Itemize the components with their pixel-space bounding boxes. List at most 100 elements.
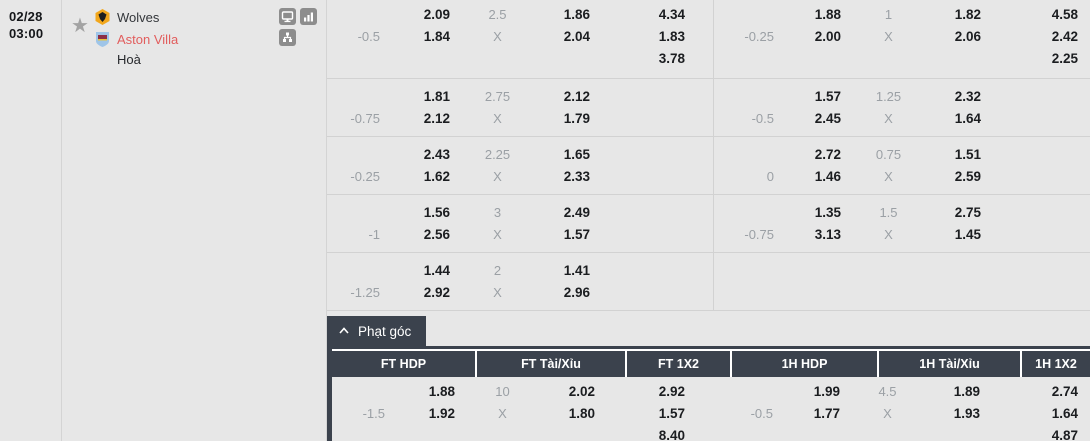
handicap-odds-value[interactable]: 1.44 [423,263,450,278]
handicap-odds: 1.57 2.45 [774,79,841,136]
over-under-odds-value[interactable]: 1.80 [568,406,595,421]
corners-section-tab[interactable]: Phạt góc [327,316,427,346]
handicap-odds-value[interactable]: 1.46 [814,169,841,184]
handicap-odds-value[interactable]: 1.88 [428,384,455,399]
handicap-odds-value[interactable]: 2.92 [423,285,450,300]
handicap-label-value: -1 [368,227,380,242]
over-under-odds-value[interactable]: 2.02 [568,384,595,399]
over-under-odds-value[interactable]: 2.49 [563,205,590,220]
x12-odds-value[interactable]: 2.42 [1051,29,1078,44]
handicap-label: 0 [714,137,774,194]
x12-odds: 2.92 1.57 8.40 [595,377,713,441]
x12-odds-value[interactable]: 1.83 [658,29,685,44]
handicap-odds-value[interactable]: 2.43 [423,147,450,162]
handicap-odds-value[interactable]: 1.81 [423,89,450,104]
handicap-odds-value[interactable]: 1.57 [814,89,841,104]
over-under-odds-value[interactable]: 2.06 [954,29,981,44]
handicap-label-value: -1.5 [362,406,385,421]
x12-odds-value[interactable]: 4.58 [1051,7,1078,22]
handicap-label: -0.5 [713,377,773,441]
over-under-line-value: 1.25 [875,89,902,104]
handicap-odds-value[interactable]: 2.56 [423,227,450,242]
handicap-label-value: -0.25 [744,29,774,44]
over-under-line-value: X [884,227,893,242]
handicap-label-value: -0.5 [751,111,774,126]
x12-odds-value[interactable]: 3.78 [658,51,685,66]
corners-column-header[interactable]: 1H Tài/Xỉu [879,351,1020,377]
handicap-odds: 2.43 1.62 [380,137,450,194]
x12-odds-value[interactable]: 8.40 [658,428,685,441]
corners-column-header[interactable]: 1H HDP [732,351,877,377]
over-under-line-value: 2.5 [488,7,507,22]
live-stream-button[interactable] [279,8,296,25]
over-under-odds-value[interactable]: 1.89 [953,384,980,399]
away-team-row[interactable]: Aston Villa [95,28,178,50]
chevron-up-icon [339,327,349,334]
handicap-odds-value[interactable]: 2.12 [423,111,450,126]
corners-column-header[interactable]: FT 1X2 [627,351,730,377]
x12-odds-value[interactable]: 4.87 [1051,428,1078,441]
corners-section-title: Phạt góc [358,323,412,339]
over-under-line: 10 X [455,377,550,441]
over-under-odds-value[interactable]: 2.75 [954,205,981,220]
over-under-odds: 2.02 1.80 [550,377,595,441]
x12-odds-value[interactable]: 1.57 [658,406,685,421]
handicap-odds-value[interactable]: 1.84 [423,29,450,44]
home-team-row[interactable]: Wolves [95,6,178,28]
odds-row: -1 1.56 2.56 3 X 2.49 1.57 -0.75 1.35 3.13 1.5 X 2.7… [327,195,1090,253]
over-under-odds-value[interactable]: 2.33 [563,169,590,184]
x12-odds-value[interactable]: 2.92 [658,384,685,399]
corners-column-header[interactable]: 1H 1X2 [1022,351,1090,377]
handicap-odds: 2.72 1.46 [774,137,841,194]
over-under-line: 2.75 X [450,79,545,136]
over-under-odds-value[interactable]: 1.41 [563,263,590,278]
over-under-line-value: X [493,227,502,242]
over-under-odds-value[interactable]: 1.86 [563,7,590,22]
handicap-odds-value[interactable]: 1.62 [423,169,450,184]
over-under-line: 1.25 X [841,79,936,136]
over-under-odds-value[interactable]: 2.12 [563,89,590,104]
handicap-odds-value[interactable]: 1.35 [814,205,841,220]
over-under-line-value: X [493,285,502,300]
x12-odds-value[interactable]: 1.64 [1051,406,1078,421]
over-under-odds: 1.86 2.04 [545,0,590,78]
handicap-odds-value[interactable]: 1.88 [814,7,841,22]
handicap-odds-value[interactable]: 2.72 [814,147,841,162]
lineup-button[interactable] [279,29,296,46]
x12-odds-value[interactable]: 2.25 [1051,51,1078,66]
handicap-odds-value[interactable]: 2.00 [814,29,841,44]
handicap-odds-value[interactable]: 1.77 [813,406,840,421]
over-under-odds-value[interactable]: 1.93 [953,406,980,421]
over-under-odds-value[interactable]: 2.32 [954,89,981,104]
handicap-odds-value[interactable]: 1.99 [813,384,840,399]
corners-column-header[interactable]: FT HDP [332,351,475,377]
over-under-odds-value[interactable]: 2.04 [563,29,590,44]
over-under-odds-value[interactable]: 1.65 [563,147,590,162]
handicap-odds-value[interactable]: 2.45 [814,111,841,126]
corners-column-header[interactable]: FT Tài/Xỉu [477,351,625,377]
handicap-odds-value[interactable]: 2.09 [423,7,450,22]
favorite-star-icon[interactable]: ★ [71,15,89,37]
handicap-odds-value[interactable]: 3.13 [814,227,841,242]
x12-odds-value[interactable]: 4.34 [658,7,685,22]
over-under-odds-value[interactable]: 1.45 [954,227,981,242]
statistics-button[interactable] [300,8,317,25]
over-under-odds-value[interactable]: 1.51 [954,147,981,162]
over-under-line-value: X [493,111,502,126]
over-under-odds-value[interactable]: 1.82 [954,7,981,22]
handicap-odds: 1.44 2.92 [380,253,450,310]
handicap-label-value: -0.5 [750,406,773,421]
over-under-odds-value[interactable]: 1.57 [563,227,590,242]
over-under-line-value: 2.75 [484,89,511,104]
odds-block-left: -0.25 2.43 1.62 2.25 X 1.65 2.33 [327,137,713,194]
handicap-odds-value[interactable]: 1.92 [428,406,455,421]
x12-odds-value[interactable]: 2.74 [1051,384,1078,399]
match-datetime-column: 02/28 03:00 [0,0,62,441]
odds-block-left: -0.75 1.81 2.12 2.75 X 2.12 1.79 [327,79,713,136]
over-under-odds-value[interactable]: 2.96 [563,285,590,300]
over-under-odds-value[interactable]: 1.64 [954,111,981,126]
over-under-odds-value[interactable]: 2.59 [954,169,981,184]
handicap-odds-value[interactable]: 1.56 [423,205,450,220]
over-under-odds-value[interactable]: 1.79 [563,111,590,126]
